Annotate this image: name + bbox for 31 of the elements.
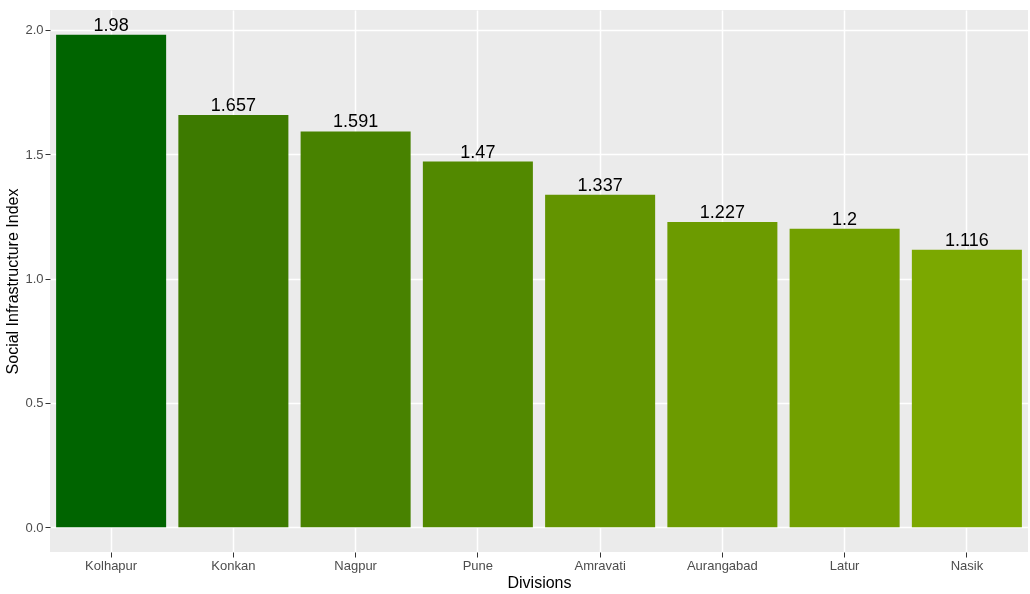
x-axis-title: Divisions [507, 573, 572, 591]
data-label: 1.657 [210, 95, 256, 116]
data-label: 1.2 [832, 208, 858, 229]
bar [300, 131, 411, 528]
y-tick-label: 0.0 [25, 519, 44, 535]
data-label: 1.47 [460, 141, 496, 162]
y-tick-label: 1.0 [25, 271, 44, 287]
y-tick-label: 1.5 [25, 146, 44, 162]
y-tick-label: 2.0 [25, 22, 44, 38]
x-tick-label: Aurangabad [686, 557, 758, 573]
data-label: 1.227 [699, 202, 745, 223]
bar [667, 222, 778, 528]
bar [545, 194, 656, 528]
x-tick-label: Latur [829, 557, 861, 573]
x-tick-label: Nagpur [334, 557, 378, 573]
y-tick-label: 0.5 [25, 395, 44, 411]
data-label: 1.98 [93, 14, 129, 35]
data-label: 1.116 [945, 229, 989, 250]
data-label: 1.337 [577, 174, 623, 195]
bar [911, 249, 1022, 528]
x-tick-label: Amravati [574, 557, 626, 573]
bar [178, 115, 289, 528]
y-axis-title: Social Infrastructure Index [4, 188, 22, 375]
bar [56, 34, 167, 528]
x-tick-label: Nasik [950, 557, 984, 573]
bar [789, 228, 900, 528]
data-label: 1.591 [333, 111, 379, 132]
x-tick-label: Kolhapur [85, 557, 138, 573]
x-tick-label: Konkan [211, 557, 256, 573]
x-tick-label: Pune [462, 557, 494, 573]
bar [422, 161, 533, 528]
